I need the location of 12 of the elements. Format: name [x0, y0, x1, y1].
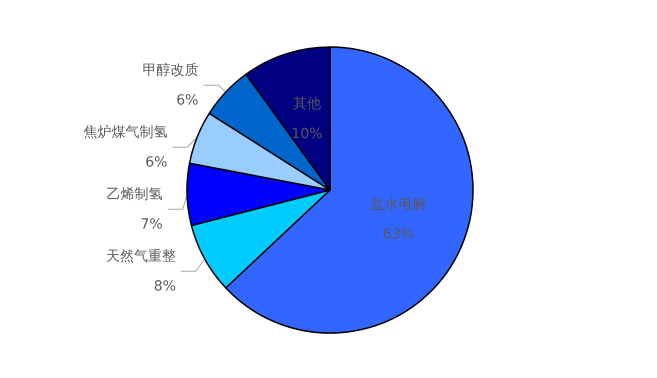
data-label: 8% — [154, 278, 176, 294]
data-label: 10% — [291, 126, 323, 142]
slice-label: 其他 — [292, 96, 321, 112]
slice-label: 盐水电解 — [370, 196, 426, 213]
slice-label: 天然气重整 — [106, 248, 176, 264]
data-label: 63% — [382, 226, 414, 243]
slice-label: 乙烯制氢 — [106, 186, 163, 202]
slice-label: 甲醇改质 — [142, 62, 198, 78]
data-label: 7% — [140, 216, 163, 232]
slice-label: 焦炉煤气制氢 — [83, 124, 168, 140]
data-label: 6% — [145, 154, 168, 170]
data-label: 6% — [176, 92, 198, 108]
